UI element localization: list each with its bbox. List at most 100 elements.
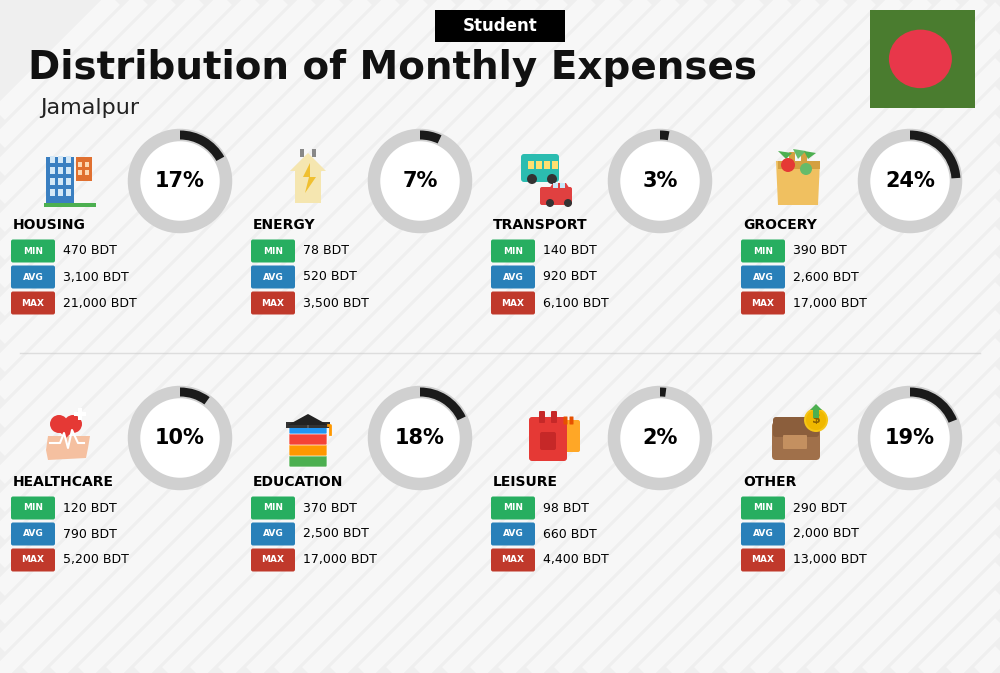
Text: MIN: MIN	[23, 503, 43, 513]
Bar	[58, 178, 63, 185]
Bar	[560, 183, 565, 188]
Bar	[74, 412, 86, 416]
FancyBboxPatch shape	[289, 455, 327, 467]
Text: 13,000 BDT: 13,000 BDT	[793, 553, 867, 567]
Wedge shape	[420, 131, 442, 143]
Polygon shape	[51, 424, 81, 438]
Text: MAX: MAX	[752, 299, 774, 308]
FancyBboxPatch shape	[741, 266, 785, 289]
FancyBboxPatch shape	[570, 417, 574, 425]
Text: 140 BDT: 140 BDT	[543, 244, 597, 258]
FancyBboxPatch shape	[11, 291, 55, 314]
FancyBboxPatch shape	[491, 291, 535, 314]
Bar	[528, 161, 534, 169]
Bar	[44, 203, 96, 207]
FancyBboxPatch shape	[491, 497, 535, 520]
Bar	[85, 170, 89, 175]
FancyBboxPatch shape	[741, 522, 785, 546]
Bar	[76, 157, 92, 181]
FancyBboxPatch shape	[529, 417, 567, 461]
Circle shape	[614, 135, 706, 227]
Text: 10%: 10%	[155, 428, 205, 448]
Circle shape	[374, 135, 466, 227]
FancyBboxPatch shape	[11, 548, 55, 571]
Text: 17,000 BDT: 17,000 BDT	[793, 297, 867, 310]
Bar	[552, 161, 558, 169]
FancyBboxPatch shape	[741, 240, 785, 262]
Text: 18%: 18%	[395, 428, 445, 448]
Bar	[536, 161, 542, 169]
FancyBboxPatch shape	[741, 291, 785, 314]
Circle shape	[800, 163, 812, 175]
Circle shape	[781, 158, 795, 172]
Polygon shape	[776, 161, 820, 205]
Circle shape	[614, 392, 706, 484]
Text: MIN: MIN	[263, 503, 283, 513]
Circle shape	[527, 174, 537, 184]
Bar	[78, 162, 82, 167]
FancyBboxPatch shape	[251, 497, 295, 520]
FancyBboxPatch shape	[11, 497, 55, 520]
Text: Student: Student	[463, 17, 537, 35]
Text: MAX: MAX	[262, 555, 285, 565]
FancyBboxPatch shape	[289, 433, 327, 445]
Polygon shape	[804, 151, 816, 159]
Bar	[78, 408, 82, 420]
Text: 3%: 3%	[642, 171, 678, 191]
Text: 470 BDT: 470 BDT	[63, 244, 117, 258]
Circle shape	[806, 410, 826, 430]
Bar	[50, 178, 55, 185]
Text: 2,000 BDT: 2,000 BDT	[793, 528, 859, 540]
Bar	[312, 149, 316, 157]
Text: 78 BDT: 78 BDT	[303, 244, 349, 258]
FancyBboxPatch shape	[558, 420, 580, 452]
Text: AVG: AVG	[23, 273, 43, 281]
Text: AVG: AVG	[23, 530, 43, 538]
Text: 660 BDT: 660 BDT	[543, 528, 597, 540]
Polygon shape	[793, 149, 806, 159]
FancyBboxPatch shape	[521, 154, 559, 182]
Circle shape	[547, 174, 557, 184]
FancyBboxPatch shape	[491, 522, 535, 546]
Bar	[46, 157, 74, 205]
Text: 5,200 BDT: 5,200 BDT	[63, 553, 129, 567]
FancyBboxPatch shape	[11, 522, 55, 546]
Circle shape	[804, 408, 828, 432]
Circle shape	[64, 415, 82, 433]
Text: AVG: AVG	[263, 530, 283, 538]
Wedge shape	[910, 131, 960, 178]
Bar	[50, 156, 55, 163]
FancyBboxPatch shape	[783, 435, 807, 449]
Text: MAX: MAX	[22, 299, 44, 308]
Bar	[85, 162, 89, 167]
FancyBboxPatch shape	[789, 152, 795, 166]
Text: MAX: MAX	[502, 555, 524, 565]
Bar	[66, 167, 71, 174]
Text: AVG: AVG	[753, 273, 773, 281]
FancyBboxPatch shape	[801, 152, 807, 166]
Text: HOUSING: HOUSING	[13, 218, 86, 232]
FancyBboxPatch shape	[772, 422, 820, 460]
Polygon shape	[778, 151, 792, 159]
FancyBboxPatch shape	[551, 411, 557, 423]
Text: AVG: AVG	[753, 530, 773, 538]
Circle shape	[889, 30, 952, 88]
Text: AVG: AVG	[503, 530, 523, 538]
Bar	[544, 161, 550, 169]
Bar	[295, 170, 321, 203]
FancyBboxPatch shape	[870, 10, 975, 108]
Text: 290 BDT: 290 BDT	[793, 501, 847, 514]
Text: 21,000 BDT: 21,000 BDT	[63, 297, 137, 310]
Text: 3,500 BDT: 3,500 BDT	[303, 297, 369, 310]
Text: 4,400 BDT: 4,400 BDT	[543, 553, 609, 567]
Polygon shape	[286, 422, 330, 428]
Text: ENERGY: ENERGY	[253, 218, 316, 232]
Text: 920 BDT: 920 BDT	[543, 271, 597, 283]
FancyBboxPatch shape	[435, 10, 565, 42]
Text: 2,500 BDT: 2,500 BDT	[303, 528, 369, 540]
FancyBboxPatch shape	[251, 240, 295, 262]
Circle shape	[134, 392, 226, 484]
Text: 390 BDT: 390 BDT	[793, 244, 847, 258]
Bar	[50, 167, 55, 174]
FancyBboxPatch shape	[741, 548, 785, 571]
